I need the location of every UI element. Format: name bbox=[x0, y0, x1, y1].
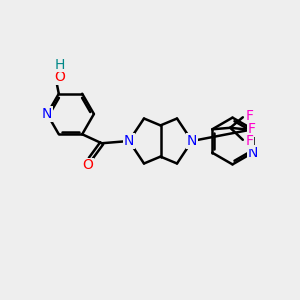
Text: N: N bbox=[187, 134, 197, 148]
Text: F: F bbox=[245, 134, 253, 148]
Text: N: N bbox=[124, 134, 134, 148]
Text: F: F bbox=[245, 109, 253, 123]
Text: O: O bbox=[54, 70, 65, 84]
Text: N: N bbox=[42, 107, 52, 121]
Text: O: O bbox=[82, 158, 93, 172]
Text: F: F bbox=[248, 122, 256, 136]
Text: N: N bbox=[248, 146, 258, 160]
Text: H: H bbox=[54, 58, 64, 72]
